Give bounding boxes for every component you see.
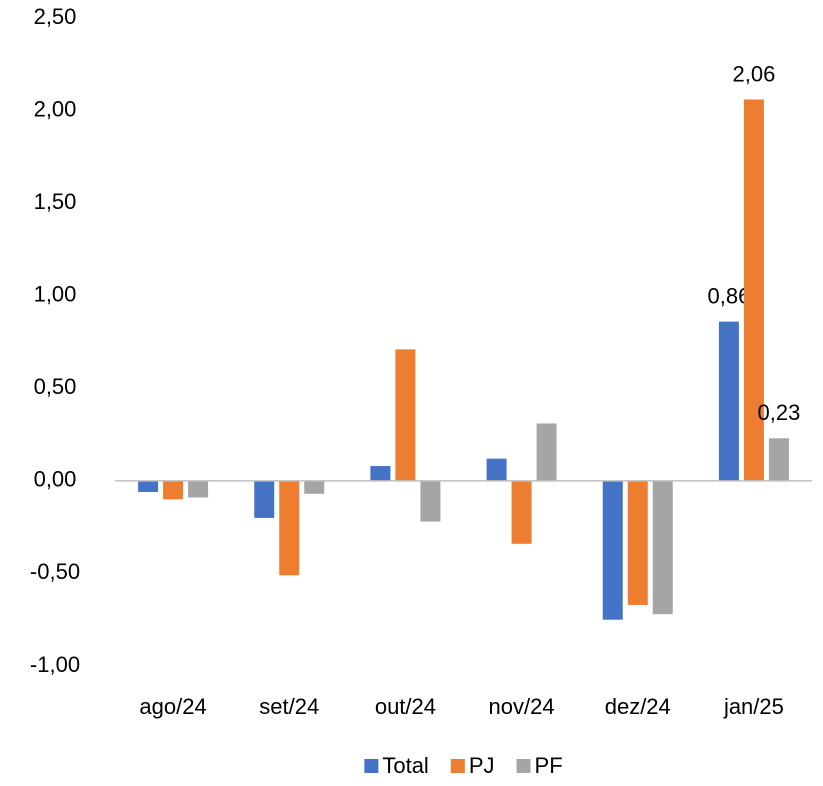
- bar: [370, 466, 391, 481]
- bar: [486, 458, 507, 481]
- x-tick-label: jan/25: [723, 694, 784, 719]
- data-label: 2,06: [733, 61, 776, 86]
- legend-swatch: [450, 759, 465, 773]
- legend-label: PF: [535, 753, 563, 778]
- y-tick-label: 1,00: [34, 282, 77, 307]
- bar: [718, 321, 739, 481]
- x-tick-label: ago/24: [139, 694, 206, 719]
- bar: [395, 349, 416, 481]
- bar: [511, 480, 532, 544]
- y-tick-label: -0,50: [30, 559, 80, 584]
- bar: [163, 480, 184, 500]
- bar: [188, 480, 209, 498]
- legend-label: Total: [382, 753, 428, 778]
- x-tick-label: set/24: [259, 694, 319, 719]
- bar: [536, 423, 557, 481]
- bar: [652, 480, 673, 615]
- y-tick-label: 0,00: [34, 467, 77, 492]
- y-tick-label: -1,00: [30, 652, 80, 677]
- bar: [602, 480, 623, 620]
- x-tick-label: nov/24: [489, 694, 555, 719]
- bar: [627, 480, 648, 605]
- bar: [768, 438, 789, 481]
- legend-label: PJ: [469, 753, 495, 778]
- y-tick-label: 0,50: [34, 374, 77, 399]
- x-tick-label: out/24: [375, 694, 436, 719]
- bar: [279, 480, 300, 576]
- bar: [420, 480, 441, 522]
- data-label: 0,23: [758, 400, 801, 425]
- bar: [304, 480, 325, 494]
- bar: [138, 480, 159, 492]
- x-tick-label: dez/24: [605, 694, 671, 719]
- y-tick-label: 2,00: [34, 96, 77, 121]
- legend-swatch: [364, 759, 379, 773]
- legend-swatch: [516, 759, 531, 773]
- y-tick-label: 2,50: [34, 4, 77, 29]
- data-label: 0,86: [708, 283, 751, 308]
- bar: [743, 99, 764, 481]
- y-tick-label: 1,50: [34, 189, 77, 214]
- bar: [254, 480, 275, 518]
